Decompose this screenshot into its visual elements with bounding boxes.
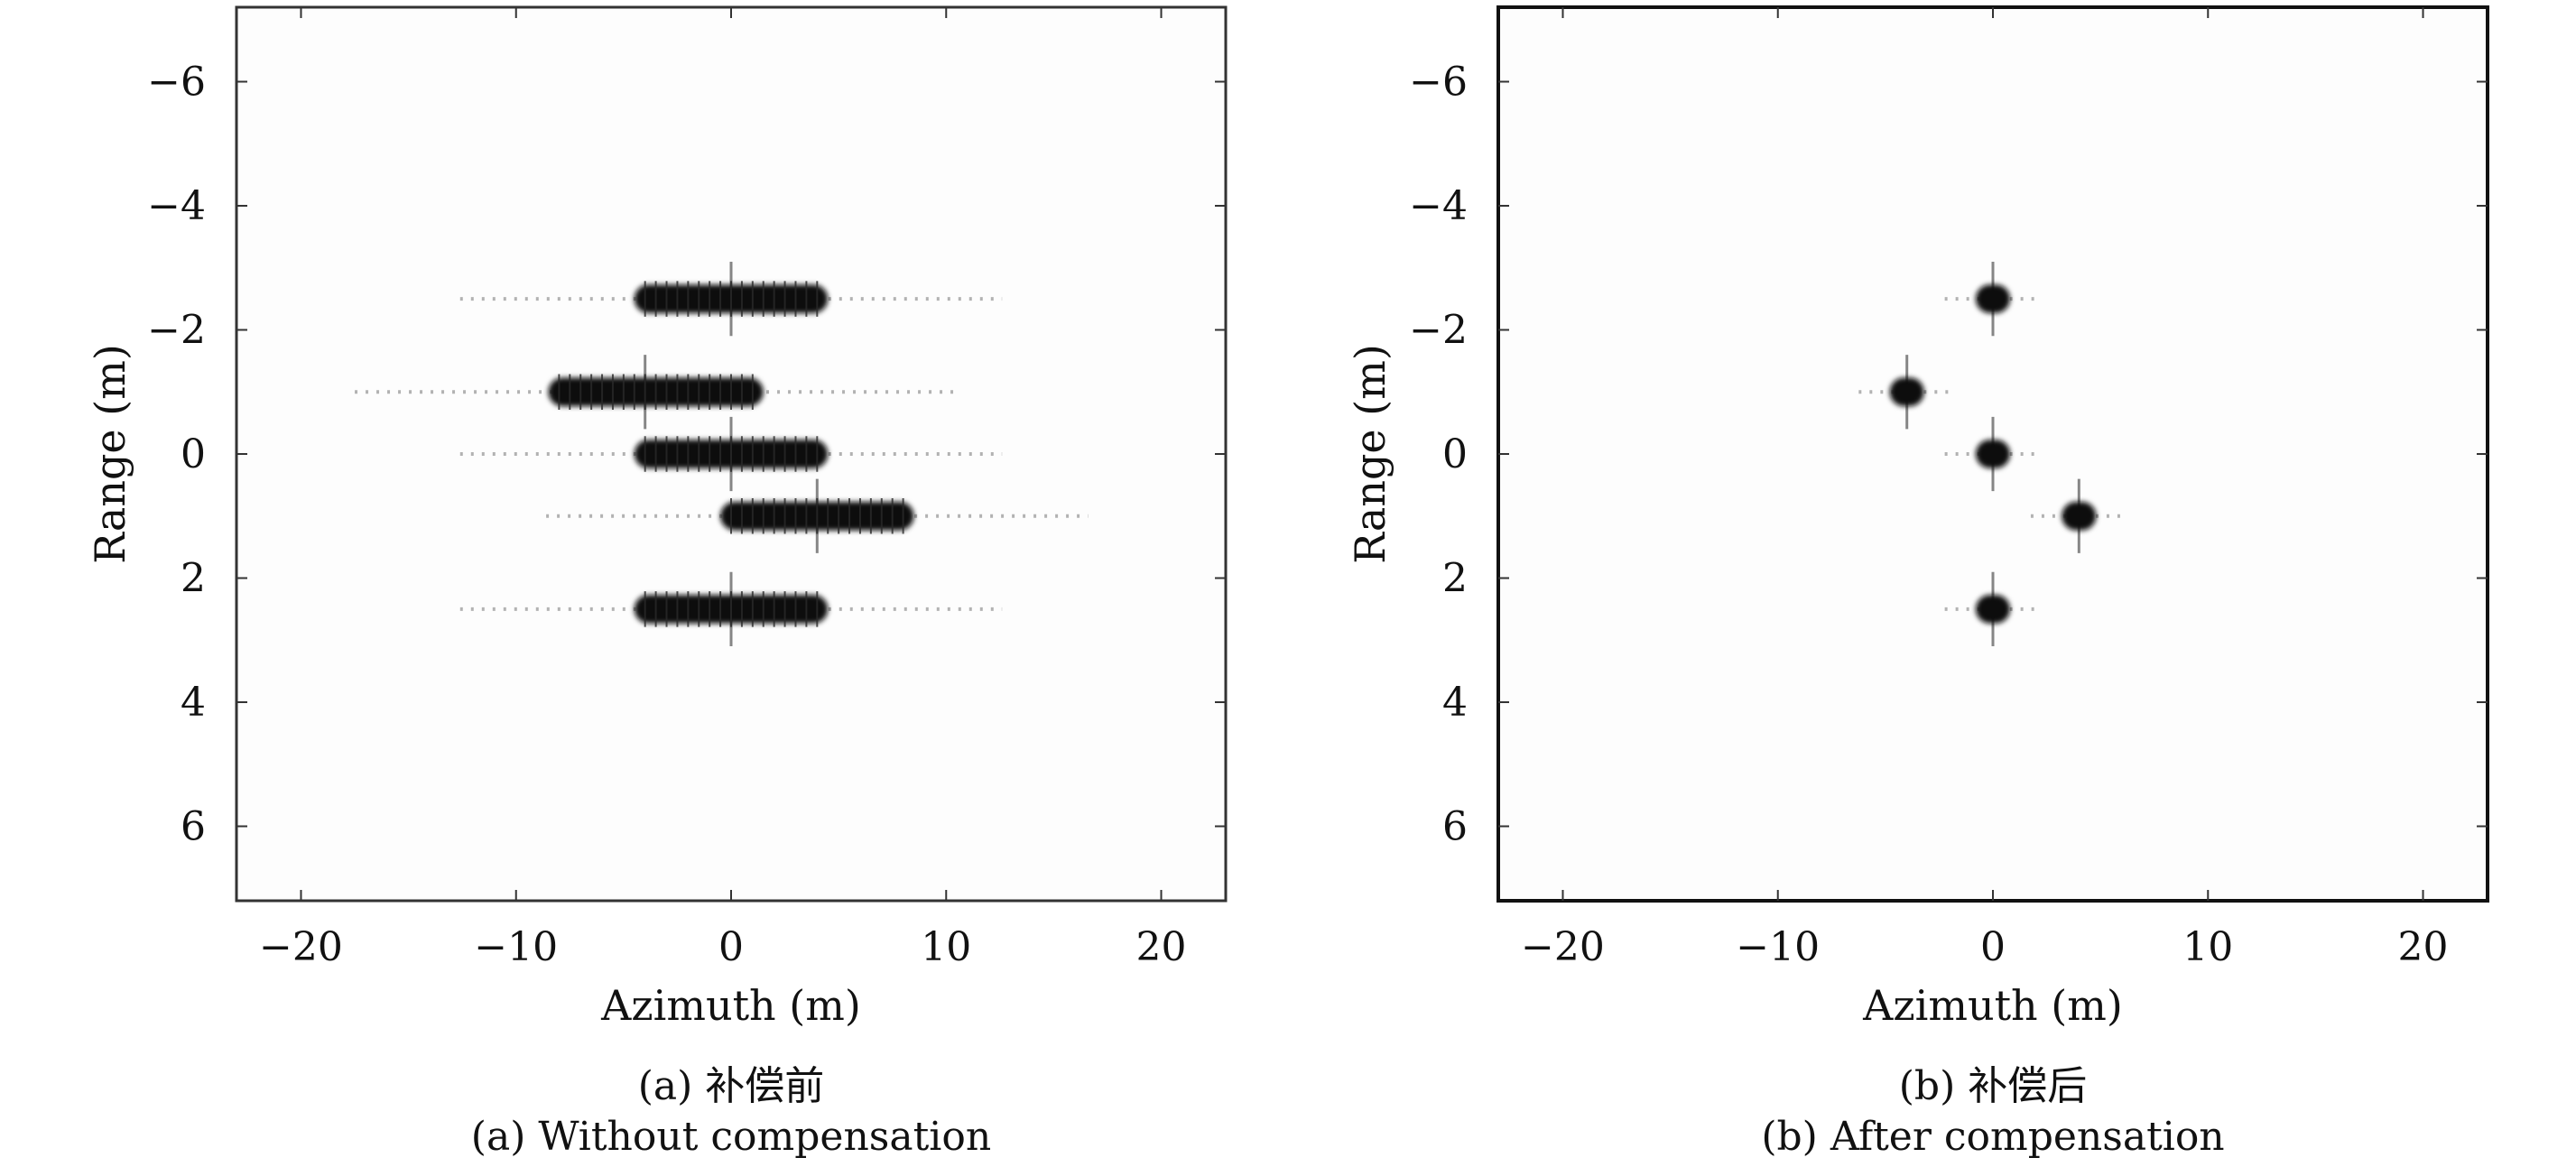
point-target xyxy=(459,262,1003,337)
panel-a-y-ticks: −6 −4 −2 0 2 4 6 xyxy=(147,60,1226,850)
panel-a-x-tick-label: 0 xyxy=(718,924,744,970)
panel-b-x-axis-label: Azimuth (m) xyxy=(1862,981,2123,1030)
panel-b-y-tick-label: −2 xyxy=(1409,308,1468,354)
panel-a-x-tick-label: 20 xyxy=(1136,924,1187,970)
target-mainlobe xyxy=(1889,377,1924,407)
panel-b-y-tick-label: 4 xyxy=(1442,680,1468,726)
panel-a-x-ticks: −20 −10 0 10 20 xyxy=(259,7,1187,970)
panel-b-y-axis-label: Range (m) xyxy=(1346,344,1395,564)
point-target xyxy=(1944,262,2042,337)
panel-b-x-tick-label: 10 xyxy=(2182,924,2233,970)
panel-a-y-tick-label: −6 xyxy=(147,60,206,106)
panel-b-y-ticks: −6 −4 −2 0 2 4 6 xyxy=(1409,60,2488,850)
target-mainlobe xyxy=(1975,284,2011,313)
panel-b-y-tick-label: −4 xyxy=(1409,183,1468,229)
panel-b-y-tick-label: −6 xyxy=(1409,60,1468,106)
point-target xyxy=(459,416,1003,492)
panel-b-targets xyxy=(1858,262,2127,646)
panel-b-x-tick-label: −10 xyxy=(1736,924,1820,970)
panel-a-x-axis-label: Azimuth (m) xyxy=(600,981,861,1030)
panel-b-y-tick-label: 6 xyxy=(1442,804,1468,850)
panel-a-caption-cn: (a) 补偿前 xyxy=(638,1063,825,1109)
panel-a-y-tick-label: −2 xyxy=(147,308,206,354)
panel-b-caption-cn: (b) 补偿后 xyxy=(1899,1063,2087,1109)
panel-a-y-tick-label: 6 xyxy=(181,804,206,850)
panel-b-x-tick-label: 0 xyxy=(1980,924,2006,970)
panel-b-x-tick-label: −20 xyxy=(1521,924,1605,970)
panel-a-y-tick-label: 0 xyxy=(181,431,206,477)
target-mainlobe xyxy=(1975,595,2011,624)
target-mainlobe xyxy=(1975,440,2011,468)
point-target xyxy=(1858,355,1956,430)
target-mainlobe xyxy=(2062,501,2097,531)
panel-a-y-tick-label: 2 xyxy=(181,556,206,602)
panel-b-x-ticks: −20 −10 0 10 20 xyxy=(1521,7,2449,970)
point-target xyxy=(2030,478,2127,553)
panel-a-x-tick-label: 10 xyxy=(921,924,971,970)
panel-a-y-axis-label: Range (m) xyxy=(86,344,134,564)
point-target xyxy=(459,571,1003,646)
point-target xyxy=(1944,571,2042,646)
panel-b-x-tick-label: 20 xyxy=(2398,924,2449,970)
point-target xyxy=(546,478,1089,553)
panel-a-y-tick-label: −4 xyxy=(147,183,206,229)
panel-b-y-tick-label: 0 xyxy=(1442,431,1468,477)
panel-a-x-tick-label: −20 xyxy=(259,924,343,970)
panel-b-caption-en: (b) After compensation xyxy=(1761,1114,2224,1160)
panel-a-y-tick-label: 4 xyxy=(181,680,206,726)
panel-a-targets xyxy=(355,262,1089,646)
panel-b-y-tick-label: 2 xyxy=(1442,556,1468,602)
panel-a-caption-en: (a) Without compensation xyxy=(471,1114,991,1160)
panel-a-x-tick-label: −10 xyxy=(474,924,558,970)
point-target xyxy=(1944,416,2042,492)
point-target xyxy=(355,355,958,430)
